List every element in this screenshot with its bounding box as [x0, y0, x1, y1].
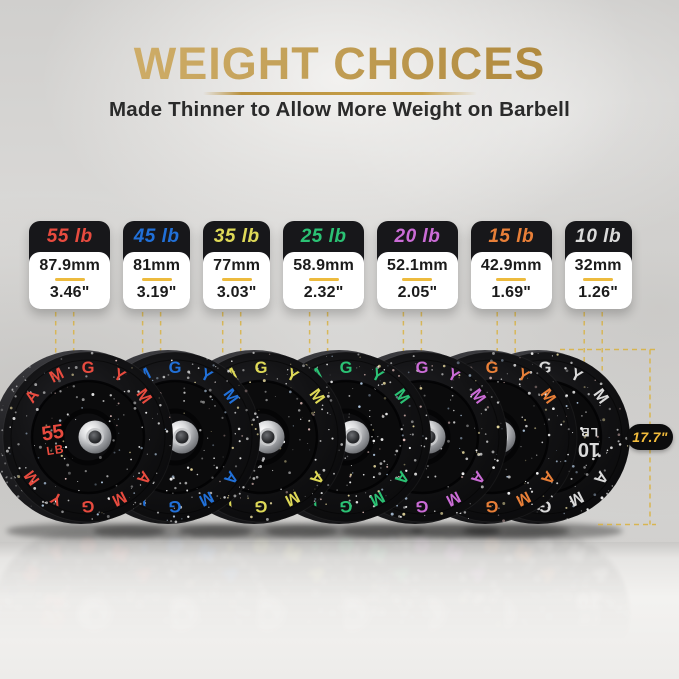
thickness-inch: 3.19"	[136, 284, 177, 301]
thickness-inch: 1.69"	[491, 284, 532, 301]
weight-card-15lb: 15 lb 42.9mm 1.69"	[470, 221, 552, 309]
thickness-mm: 52.1mm	[387, 257, 448, 274]
gold-tick	[402, 278, 433, 281]
plate-brand-letter: G	[340, 497, 353, 515]
gold-divider	[202, 92, 477, 95]
thickness-mm: 42.9mm	[480, 257, 542, 274]
weight-card-10lb: 10 lb 32mm 1.26"	[564, 221, 632, 309]
thickness-inch: 2.05"	[397, 284, 438, 301]
weight-label: 25 lb	[300, 225, 347, 247]
thickness-inch: 2.32"	[303, 284, 344, 301]
plate-brand-letter: G	[255, 497, 268, 515]
thickness-inch: 3.03"	[216, 284, 257, 301]
plate-brand-letter: G	[486, 497, 499, 515]
weight-label: 20 lb	[394, 225, 441, 247]
plate-brand-letter: G	[416, 497, 429, 515]
gold-tick	[54, 278, 85, 281]
weight-label: 15 lb	[488, 225, 535, 247]
plate-brand-letter: G	[169, 497, 182, 515]
thickness-mm: 58.9mm	[293, 257, 355, 274]
page-title: WEIGHT CHOICES	[0, 38, 679, 90]
thickness-mm: 87.9mm	[39, 257, 101, 274]
plate-brand-letter: G	[169, 359, 182, 377]
plate-brand-letter: G	[416, 359, 429, 377]
diameter-badge: 17.7"	[627, 424, 673, 450]
thickness-mm: 32mm	[574, 257, 622, 274]
weight-label: 35 lb	[213, 225, 260, 247]
plate-brand-letter: G	[486, 359, 499, 377]
diameter-value: 17.7"	[632, 429, 668, 445]
diameter-dimension-lines	[560, 348, 656, 526]
gold-tick	[308, 278, 339, 281]
page-subtitle: Made Thinner to Allow More Weight on Bar…	[109, 98, 570, 121]
bumper-plates: AMGYMAMGYM10LB10LBAMGYMAMGYM15LBAMGYMAMG…	[0, 350, 631, 539]
thickness-mm: 77mm	[213, 257, 261, 274]
svg-text:55: 55	[40, 420, 65, 445]
thickness-inch: 3.46"	[49, 284, 90, 301]
svg-text:LB: LB	[580, 425, 598, 439]
gold-tick	[496, 278, 527, 281]
plate-brand-letter: G	[255, 359, 268, 377]
thickness-inch: 1.26"	[578, 284, 619, 301]
weight-label: 10 lb	[575, 225, 622, 247]
svg-text:LB: LB	[45, 442, 65, 459]
gold-tick	[583, 278, 614, 281]
gold-tick	[141, 278, 172, 281]
thickness-cards-row: 55 lb 87.9mm 3.46" 45 lb 81mm 3.19" 35 l…	[0, 221, 661, 309]
floor-reflection	[0, 513, 630, 679]
plate-brand-letter: G	[340, 359, 353, 377]
weight-card-45lb: 45 lb 81mm 3.19"	[123, 221, 191, 309]
weight-card-35lb: 35 lb 77mm 3.03"	[203, 221, 271, 309]
gold-tick	[221, 278, 252, 281]
plate-brand-letter: G	[82, 359, 95, 377]
weight-card-20lb: 20 lb 52.1mm 2.05"	[377, 221, 458, 309]
weight-card-25lb: 25 lb 58.9mm 2.32"	[283, 221, 365, 309]
weight-label: 55 lb	[46, 225, 93, 247]
thickness-mm: 81mm	[133, 257, 181, 274]
weight-label: 45 lb	[133, 225, 180, 247]
plate-brand-letter: G	[82, 497, 95, 515]
weight-card-55lb: 55 lb 87.9mm 3.46"	[29, 221, 111, 309]
svg-text:10: 10	[578, 438, 600, 460]
